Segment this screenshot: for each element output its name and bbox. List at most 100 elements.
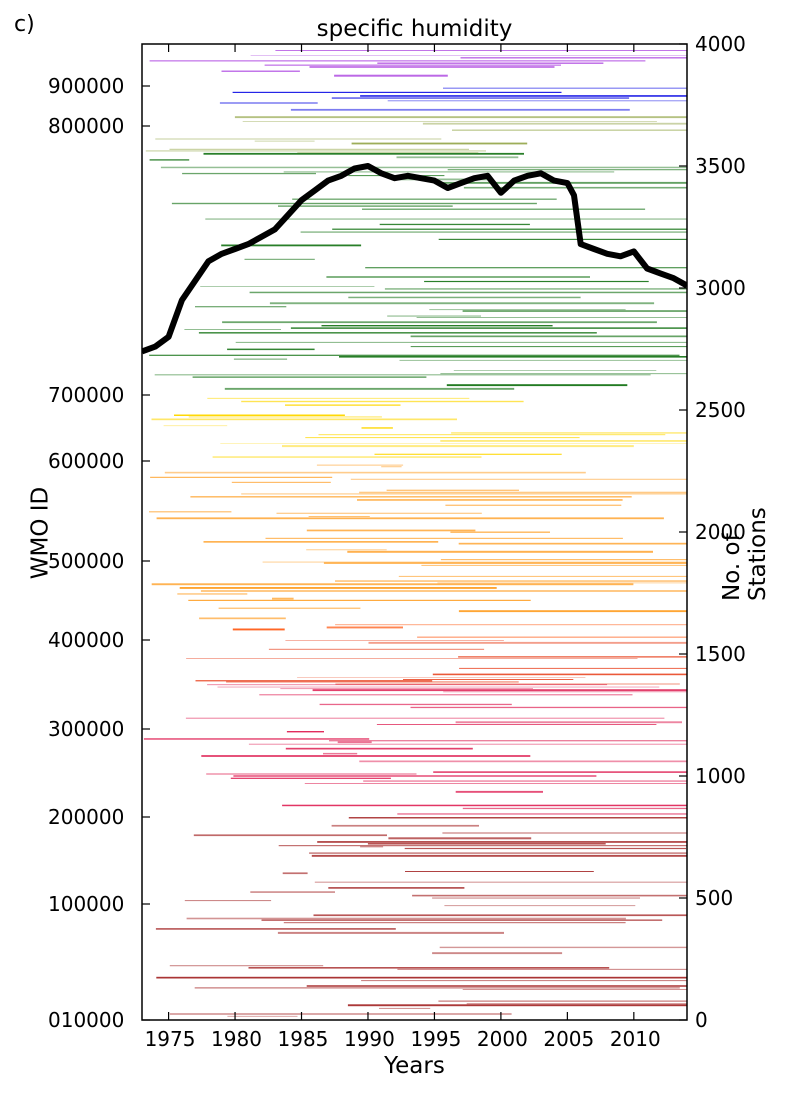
- chart-title: specific humidity: [316, 16, 513, 42]
- coverage-line: [334, 74, 448, 77]
- coverage-line: [155, 138, 442, 140]
- y-right-tick-label: 1500: [695, 642, 746, 666]
- coverage-line: [412, 894, 687, 897]
- coverage-line: [432, 897, 640, 899]
- coverage-line: [432, 673, 687, 676]
- coverage-line: [184, 329, 281, 330]
- coverage-line: [350, 478, 687, 480]
- coverage-line: [174, 414, 345, 416]
- y-right-tick-label: 0: [695, 1008, 708, 1032]
- coverage-line: [367, 843, 606, 845]
- coverage-line: [278, 845, 687, 847]
- axis-ticks: [142, 43, 687, 1021]
- coverage-line: [317, 841, 687, 843]
- coverage-line: [313, 914, 687, 917]
- band-2: [186, 640, 687, 685]
- y-left-tick-label: 300000: [48, 717, 125, 741]
- coverage-line: [437, 582, 687, 584]
- coverage-line: [452, 129, 687, 131]
- coverage-line: [145, 150, 487, 152]
- coverage-line: [156, 976, 687, 979]
- coverage-line: [339, 356, 687, 358]
- coverage-line: [254, 140, 315, 142]
- coverage-line: [388, 837, 532, 840]
- y-left-tick-label: 400000: [48, 628, 125, 652]
- coverage-line: [381, 466, 402, 468]
- coverage-line: [224, 387, 515, 390]
- coverage-line: [184, 900, 272, 902]
- coverage-line: [207, 397, 470, 399]
- x-tick-label: 1975: [144, 1027, 196, 1051]
- coverage-line: [282, 804, 687, 807]
- y-right-tick-label: 3000: [695, 276, 746, 300]
- x-tick-label: 1985: [277, 1027, 329, 1051]
- coverage-line: [379, 1007, 431, 1009]
- coverage-line: [304, 783, 687, 784]
- coverage-line: [445, 504, 622, 506]
- coverage-line: [227, 348, 315, 351]
- coverage-line: [242, 121, 657, 122]
- coverage-line: [290, 108, 630, 111]
- panel-label: c): [14, 12, 35, 37]
- coverage-line: [455, 790, 543, 793]
- coverage-line: [275, 50, 687, 51]
- coverage-line: [264, 64, 561, 66]
- coverage-line: [384, 288, 687, 290]
- coverage-line: [150, 476, 333, 478]
- coverage-line: [212, 456, 482, 458]
- coverage-line: [233, 775, 597, 777]
- coverage-line: [235, 341, 687, 343]
- y-right-tick-label: 2500: [695, 398, 746, 422]
- coverage-line: [309, 852, 687, 854]
- coverage-line: [362, 208, 646, 210]
- coverage-line: [250, 55, 687, 56]
- coverage-line: [169, 1013, 512, 1015]
- coverage-line: [337, 741, 372, 744]
- coverage-line: [433, 771, 687, 773]
- coverage-line: [446, 384, 628, 387]
- coverage-line: [218, 607, 361, 609]
- coverage-line: [259, 694, 633, 696]
- coverage-line: [227, 1015, 298, 1017]
- coverage-line: [156, 517, 664, 520]
- coverage-line: [277, 931, 504, 934]
- coverage-line: [190, 496, 632, 498]
- coverage-line: [318, 434, 666, 436]
- coverage-line: [444, 905, 636, 907]
- coverage-line: [319, 703, 512, 706]
- x-axis-label: Years: [384, 1053, 445, 1079]
- coverage-line: [249, 291, 687, 294]
- coverage-line: [306, 529, 476, 532]
- coverage-line: [169, 148, 469, 150]
- coverage-line: [335, 624, 687, 626]
- coverage-line: [386, 489, 519, 491]
- coverage-line: [305, 437, 580, 439]
- band-4: [149, 464, 687, 620]
- coverage-line: [286, 731, 324, 733]
- y-left-tick-label: 100000: [48, 892, 125, 916]
- coverage-line: [440, 373, 687, 375]
- coverage-line: [361, 980, 687, 982]
- coverage-line: [188, 599, 531, 601]
- coverage-line: [308, 516, 370, 517]
- coverage-line: [195, 680, 433, 682]
- coverage-line: [462, 310, 687, 312]
- coverage-line: [248, 967, 610, 969]
- coverage-line: [217, 686, 660, 688]
- coverage-line: [410, 335, 687, 338]
- coverage-line: [440, 559, 687, 561]
- coverage-line: [368, 641, 687, 644]
- coverage-line: [348, 296, 581, 299]
- coverage-line: [329, 740, 687, 742]
- coverage-line: [458, 610, 687, 613]
- coverage-line: [200, 590, 687, 592]
- coverage-line: [396, 156, 519, 159]
- y-left-tick-label: 010000: [48, 1008, 125, 1032]
- coverage-line: [300, 231, 687, 233]
- coverage-line: [416, 317, 687, 318]
- coverage-line: [205, 218, 687, 220]
- coverage-line: [360, 846, 384, 848]
- y-left-tick-label: 600000: [48, 449, 125, 473]
- coverage-line: [272, 597, 294, 600]
